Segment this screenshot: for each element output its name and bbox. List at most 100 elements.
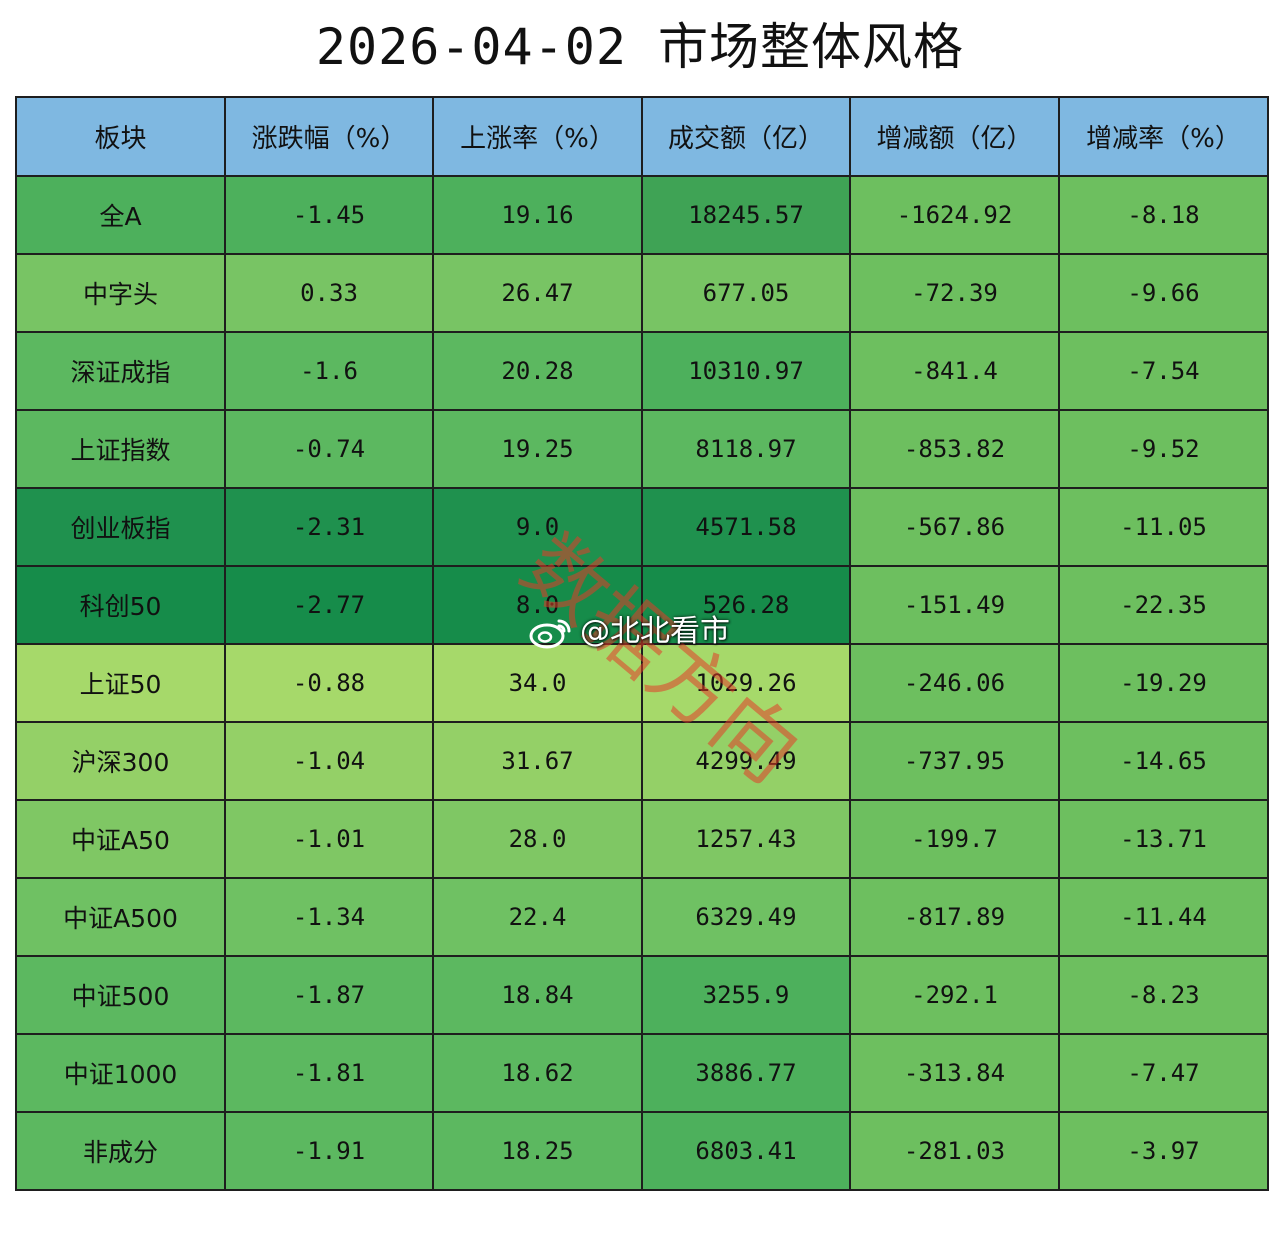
table-row: 沪深300 -1.04 31.67 4299.49 -737.95 -14.65: [15, 721, 1269, 801]
value-cell: 18.25: [432, 1111, 643, 1191]
value-cell: -199.7: [849, 799, 1060, 879]
table-row: 上证指数 -0.74 19.25 8118.97 -853.82 -9.52: [15, 409, 1269, 489]
value-cell: -3.97: [1058, 1111, 1269, 1191]
value-cell: 20.28: [432, 331, 643, 411]
value-cell: -11.44: [1058, 877, 1269, 957]
value-cell: 10310.97: [641, 331, 851, 411]
column-header: 增减率（%）: [1058, 96, 1269, 177]
sector-name-cell: 中证A500: [15, 877, 226, 957]
sector-name-cell: 中证1000: [15, 1033, 226, 1113]
sector-name-cell: 深证成指: [15, 331, 226, 411]
value-cell: -1624.92: [849, 175, 1060, 255]
value-cell: 526.28: [641, 565, 851, 645]
value-cell: -9.66: [1058, 253, 1269, 333]
sector-name-cell: 全A: [15, 175, 226, 255]
value-cell: 18245.57: [641, 175, 851, 255]
sector-name-cell: 沪深300: [15, 721, 226, 801]
value-cell: -1.45: [224, 175, 434, 255]
value-cell: -151.49: [849, 565, 1060, 645]
table-row: 中证500 -1.87 18.84 3255.9 -292.1 -8.23: [15, 955, 1269, 1035]
value-cell: -2.31: [224, 487, 434, 567]
value-cell: -11.05: [1058, 487, 1269, 567]
sector-name-cell: 科创50: [15, 565, 226, 645]
value-cell: -8.18: [1058, 175, 1269, 255]
table-row: 科创50 -2.77 8.0 526.28 -151.49 -22.35: [15, 565, 1269, 645]
sector-name-cell: 中证A50: [15, 799, 226, 879]
value-cell: 9.0: [432, 487, 643, 567]
value-cell: -72.39: [849, 253, 1060, 333]
column-header: 成交额（亿）: [641, 96, 851, 177]
table-row: 中证A500 -1.34 22.4 6329.49 -817.89 -11.44: [15, 877, 1269, 957]
value-cell: -14.65: [1058, 721, 1269, 801]
column-header: 增减额（亿）: [849, 96, 1060, 177]
value-cell: 28.0: [432, 799, 643, 879]
page-title: 2026-04-02 市场整体风格: [315, 18, 965, 76]
value-cell: 1029.26: [641, 643, 851, 723]
value-cell: -22.35: [1058, 565, 1269, 645]
value-cell: 18.62: [432, 1033, 643, 1113]
value-cell: 6803.41: [641, 1111, 851, 1191]
value-cell: -246.06: [849, 643, 1060, 723]
value-cell: -281.03: [849, 1111, 1060, 1191]
value-cell: 4299.49: [641, 721, 851, 801]
column-header: 涨跌幅（%）: [224, 96, 434, 177]
value-cell: -817.89: [849, 877, 1060, 957]
value-cell: -567.86: [849, 487, 1060, 567]
value-cell: -13.71: [1058, 799, 1269, 879]
sector-name-cell: 创业板指: [15, 487, 226, 567]
table-header-row: 板块 涨跌幅（%） 上涨率（%） 成交额（亿） 增减额（亿） 增减率（%）: [15, 96, 1269, 177]
market-style-table: 板块 涨跌幅（%） 上涨率（%） 成交额（亿） 增减额（亿） 增减率（%） 全A -1.45…: [15, 96, 1269, 1191]
value-cell: 34.0: [432, 643, 643, 723]
value-cell: 4571.58: [641, 487, 851, 567]
value-cell: 0.33: [224, 253, 434, 333]
value-cell: -1.91: [224, 1111, 434, 1191]
sector-name-cell: 非成分: [15, 1111, 226, 1191]
value-cell: -2.77: [224, 565, 434, 645]
table-body: 全A -1.45 19.16 18245.57 -1624.92 -8.18 中字头 0.33…: [15, 175, 1269, 1191]
table-row: 中证A50 -1.01 28.0 1257.43 -199.7 -13.71: [15, 799, 1269, 879]
value-cell: 19.16: [432, 175, 643, 255]
table-row: 深证成指 -1.6 20.28 10310.97 -841.4 -7.54: [15, 331, 1269, 411]
value-cell: -1.81: [224, 1033, 434, 1113]
value-cell: 19.25: [432, 409, 643, 489]
value-cell: 8.0: [432, 565, 643, 645]
value-cell: -1.34: [224, 877, 434, 957]
value-cell: -1.04: [224, 721, 434, 801]
value-cell: -313.84: [849, 1033, 1060, 1113]
sector-name-cell: 上证50: [15, 643, 226, 723]
sector-name-cell: 上证指数: [15, 409, 226, 489]
sector-name-cell: 中证500: [15, 955, 226, 1035]
value-cell: 1257.43: [641, 799, 851, 879]
table-row: 创业板指 -2.31 9.0 4571.58 -567.86 -11.05: [15, 487, 1269, 567]
value-cell: 3255.9: [641, 955, 851, 1035]
table-row: 全A -1.45 19.16 18245.57 -1624.92 -8.18: [15, 175, 1269, 255]
value-cell: -1.6: [224, 331, 434, 411]
value-cell: 3886.77: [641, 1033, 851, 1113]
value-cell: 8118.97: [641, 409, 851, 489]
value-cell: -7.47: [1058, 1033, 1269, 1113]
value-cell: -0.88: [224, 643, 434, 723]
column-header: 板块: [15, 96, 226, 177]
value-cell: 677.05: [641, 253, 851, 333]
value-cell: -0.74: [224, 409, 434, 489]
value-cell: -1.01: [224, 799, 434, 879]
value-cell: 18.84: [432, 955, 643, 1035]
value-cell: 22.4: [432, 877, 643, 957]
table-row: 中字头 0.33 26.47 677.05 -72.39 -9.66: [15, 253, 1269, 333]
column-header: 上涨率（%）: [432, 96, 643, 177]
value-cell: -1.87: [224, 955, 434, 1035]
value-cell: 26.47: [432, 253, 643, 333]
table-row: 上证50 -0.88 34.0 1029.26 -246.06 -19.29: [15, 643, 1269, 723]
value-cell: 31.67: [432, 721, 643, 801]
value-cell: -737.95: [849, 721, 1060, 801]
table-row: 中证1000 -1.81 18.62 3886.77 -313.84 -7.47: [15, 1033, 1269, 1113]
value-cell: -19.29: [1058, 643, 1269, 723]
value-cell: -292.1: [849, 955, 1060, 1035]
table-row: 非成分 -1.91 18.25 6803.41 -281.03 -3.97: [15, 1111, 1269, 1191]
value-cell: -841.4: [849, 331, 1060, 411]
value-cell: 6329.49: [641, 877, 851, 957]
value-cell: -7.54: [1058, 331, 1269, 411]
sector-name-cell: 中字头: [15, 253, 226, 333]
value-cell: -853.82: [849, 409, 1060, 489]
value-cell: -8.23: [1058, 955, 1269, 1035]
